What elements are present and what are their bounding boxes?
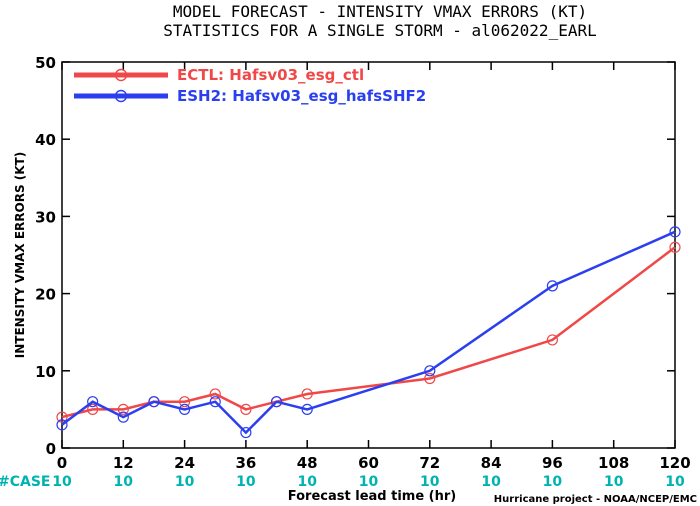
case-count: 10 [665, 474, 685, 490]
data-point [56, 411, 68, 423]
case-count: 10 [236, 474, 256, 490]
case-count: 10 [297, 474, 317, 490]
y-tick-label: 30 [35, 208, 56, 226]
x-tick-label: 120 [659, 454, 690, 472]
case-count: 10 [604, 474, 624, 490]
x-tick-label: 24 [174, 454, 195, 472]
legend-label: ECTL: Hafsv03_esg_ctl [177, 66, 364, 84]
y-tick-label: 20 [35, 286, 56, 304]
data-point [240, 403, 252, 415]
legend: ECTL: Hafsv03_esg_ctl ESH2: Hafsv03_esg_h… [74, 66, 426, 105]
data-point [56, 419, 68, 431]
data-point [179, 396, 191, 408]
y-tick-label: 10 [35, 363, 56, 381]
y-tick-label: 0 [46, 440, 56, 458]
y-tick-label: 40 [35, 131, 56, 149]
x-axis: 0 12 24 36 48 60 72 84 96 108 120 [57, 62, 691, 472]
series-layer [56, 226, 681, 439]
y-axis-label: INTENSITY VMAX ERRORS (KT) [13, 152, 27, 358]
data-point [424, 372, 436, 385]
case-count: 10 [420, 474, 440, 490]
x-tick-label: 12 [113, 454, 134, 472]
series-2 [56, 226, 681, 439]
legend-entry: ECTL: Hafsv03_esg_ctl [74, 66, 364, 84]
x-tick-label: 0 [57, 454, 67, 472]
x-tick-label: 72 [419, 454, 440, 472]
x-tick-label: 108 [598, 454, 629, 472]
data-point [669, 226, 681, 238]
case-label: #CASE [0, 474, 51, 490]
legend-marker [114, 68, 128, 82]
legend-marker [114, 89, 128, 103]
data-point [424, 365, 436, 377]
x-axis-label: Forecast lead time (hr) [288, 489, 456, 504]
data-point [87, 403, 99, 415]
case-count: 10 [359, 474, 379, 490]
chart-title-line1: MODEL FORECAST - INTENSITY VMAX ERRORS (… [173, 2, 587, 21]
data-point [301, 388, 313, 400]
data-point [179, 403, 191, 415]
data-point [669, 241, 681, 253]
x-tick-label: 84 [481, 454, 502, 472]
credit-text: Hurricane project - NOAA/NCEP/EMC [494, 494, 697, 505]
x-tick-label: 36 [235, 454, 256, 472]
data-point [209, 396, 221, 408]
x-tick-label: 60 [358, 454, 379, 472]
data-point [87, 396, 99, 408]
case-count: 10 [175, 474, 195, 490]
case-count-row: 10 10 10 10 10 10 10 10 10 10 10 [52, 474, 685, 490]
data-point [148, 396, 160, 408]
case-count: 10 [114, 474, 134, 490]
series-line [61, 230, 676, 435]
data-point [546, 334, 559, 346]
series-1 [56, 241, 681, 423]
data-point [240, 426, 252, 439]
data-point [117, 403, 129, 415]
y-tick-label: 50 [35, 54, 56, 72]
y-axis: 0 10 20 30 40 50 [35, 54, 675, 458]
case-count: 10 [52, 474, 72, 490]
data-point [270, 396, 283, 408]
data-point [209, 388, 221, 400]
legend-entry: ESH2: Hafsv03_esg_hafsSHF2 [74, 87, 426, 105]
data-point [546, 280, 559, 292]
data-point [301, 403, 313, 415]
chart-title-line2: STATISTICS FOR A SINGLE STORM - al062022… [163, 21, 596, 40]
x-tick-label: 48 [297, 454, 318, 472]
case-count: 10 [481, 474, 501, 490]
case-count: 10 [543, 474, 563, 490]
x-tick-label: 96 [542, 454, 563, 472]
legend-label: ESH2: Hafsv03_esg_hafsSHF2 [177, 87, 426, 105]
data-point [117, 411, 129, 423]
